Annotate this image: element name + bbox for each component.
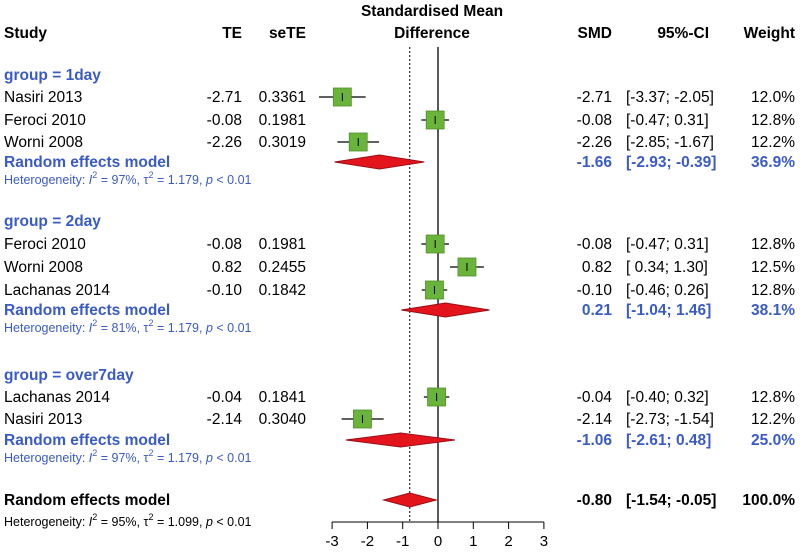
x-axis-tick-label: 3 [540, 533, 548, 550]
header-te: TE [222, 25, 242, 42]
heterogeneity-text: Heterogeneity: I2 = 97%, τ2 = 1.179, p <… [4, 448, 252, 465]
study-sete: 0.1842 [259, 282, 306, 299]
study-ci-text: [-0.47; 0.31] [626, 236, 709, 253]
group-label: group = 1day [4, 67, 101, 84]
study-name: Worni 2008 [4, 259, 83, 276]
study-ci-text: [-3.37; -2.05] [626, 89, 714, 106]
overall-smd: -0.80 [577, 492, 612, 509]
random-effects-diamond [401, 302, 490, 318]
study-ci-text: [-0.46; 0.26] [626, 282, 709, 299]
x-axis-tick-label: -2 [361, 533, 374, 550]
study-sete: 0.1981 [259, 236, 306, 253]
random-effects-label: Random effects model [4, 302, 170, 319]
study-te: 0.82 [212, 259, 242, 276]
study-sete: 0.3361 [259, 89, 306, 106]
group-label: group = 2day [4, 213, 101, 230]
study-te: -2.26 [207, 134, 242, 151]
x-axis-tick-label: -3 [325, 533, 338, 550]
study-name: Lachanas 2014 [4, 389, 110, 406]
heterogeneity-text: Heterogeneity: I2 = 97%, τ2 = 1.179, p <… [4, 170, 252, 187]
random-effects-diamond [345, 432, 456, 448]
x-axis-tick-label: 0 [434, 533, 442, 550]
overall-random-effects-label: Random effects model [4, 492, 170, 509]
x-axis-tick-label: 1 [469, 533, 477, 550]
study-smd: -0.10 [577, 282, 613, 299]
study-weight: 12.2% [751, 134, 795, 151]
random-effects-ci: [-2.93; -0.39] [626, 154, 716, 171]
study-sete: 0.1841 [259, 389, 306, 406]
study-smd: -0.08 [577, 236, 612, 253]
random-effects-weight: 25.0% [751, 432, 795, 449]
study-ci-text: [ 0.34; 1.30] [626, 259, 708, 276]
x-axis-tick-label: 2 [504, 533, 512, 550]
study-smd: 0.82 [582, 259, 612, 276]
header-study: Study [4, 25, 47, 42]
study-name: Worni 2008 [4, 134, 83, 151]
overall-ci: [-1.54; -0.05] [626, 492, 716, 509]
study-ci-text: [-0.47; 0.31] [626, 112, 709, 129]
study-te: -0.10 [207, 282, 243, 299]
random-effects-smd: 0.21 [582, 302, 613, 319]
study-sete: 0.3040 [259, 411, 307, 428]
study-te: -0.08 [207, 112, 242, 129]
study-name: Feroci 2010 [4, 236, 86, 253]
study-name: Nasiri 2013 [4, 411, 82, 428]
random-effects-label: Random effects model [4, 432, 170, 449]
study-weight: 12.8% [751, 389, 795, 406]
random-effects-ci: [-1.04; 1.46] [626, 302, 711, 319]
overall-heterogeneity-text: Heterogeneity: I2 = 95%, τ2 = 1.099, p <… [4, 512, 252, 529]
study-ci-text: [-2.85; -1.67] [626, 134, 714, 151]
study-te: -2.14 [207, 411, 243, 428]
study-weight: 12.8% [751, 236, 795, 253]
study-weight: 12.8% [751, 282, 795, 299]
header-weight: Weight [744, 25, 795, 42]
header-sete: seTE [269, 25, 306, 42]
study-sete: 0.1981 [259, 112, 306, 129]
header-smd: SMD [578, 25, 612, 42]
study-name: Feroci 2010 [4, 112, 86, 129]
study-te: -0.04 [207, 389, 243, 406]
study-te: -0.08 [207, 236, 242, 253]
overall-weight: 100.0% [742, 492, 795, 509]
study-smd: -2.14 [577, 411, 613, 428]
random-effects-smd: -1.66 [577, 154, 613, 171]
study-name: Nasiri 2013 [4, 89, 82, 106]
random-effects-ci: [-2.61; 0.48] [626, 432, 711, 449]
header-smd-title-2: Difference [394, 25, 470, 42]
x-axis-tick-label: -1 [396, 533, 409, 550]
random-effects-diamond [334, 154, 425, 170]
study-sete: 0.3019 [259, 134, 306, 151]
overall-random-effects-diamond [381, 492, 439, 508]
header-smd-title-1: Standardised Mean [361, 3, 503, 20]
study-smd: -2.26 [577, 134, 612, 151]
study-weight: 12.8% [751, 112, 795, 129]
study-sete: 0.2455 [259, 259, 306, 276]
study-weight: 12.5% [751, 259, 795, 276]
random-effects-weight: 38.1% [751, 302, 795, 319]
study-smd: -0.04 [577, 389, 613, 406]
random-effects-label: Random effects model [4, 154, 170, 171]
study-ci-text: [-2.73; -1.54] [626, 411, 714, 428]
group-label: group = over7day [4, 367, 134, 384]
random-effects-smd: -1.06 [577, 432, 613, 449]
study-te: -2.71 [207, 89, 242, 106]
study-weight: 12.0% [751, 89, 795, 106]
study-smd: -0.08 [577, 112, 612, 129]
random-effects-weight: 36.9% [751, 154, 795, 171]
study-smd: -2.71 [577, 89, 612, 106]
study-weight: 12.2% [751, 411, 795, 428]
study-name: Lachanas 2014 [4, 282, 110, 299]
header-ci: 95%-CI [657, 25, 709, 42]
heterogeneity-text: Heterogeneity: I2 = 81%, τ2 = 1.179, p <… [4, 318, 252, 335]
study-ci-text: [-0.40; 0.32] [626, 389, 709, 406]
